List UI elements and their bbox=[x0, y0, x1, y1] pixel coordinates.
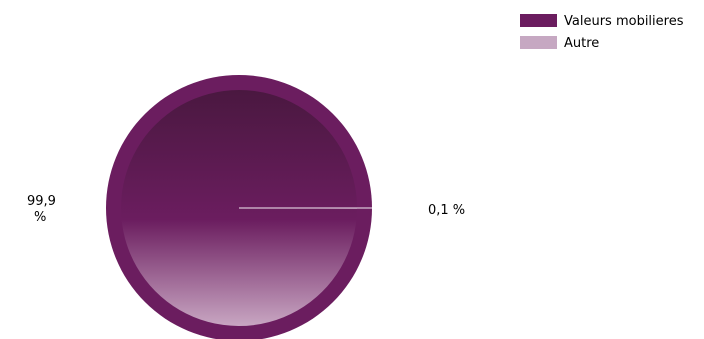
legend-label-autre: Autre bbox=[564, 36, 599, 51]
pie-slices bbox=[120, 89, 372, 326]
legend-swatch-autre bbox=[520, 36, 557, 49]
pie-value-labels: 99,9 % 0,1 % bbox=[27, 194, 465, 225]
slice-label-valeurs-mobilieres-unit: % bbox=[34, 210, 46, 225]
slice-label-valeurs-mobilieres: 99,9 bbox=[27, 194, 56, 209]
legend-swatch-valeurs-mobilieres bbox=[520, 14, 557, 27]
slice-label-autre: 0,1 % bbox=[428, 203, 465, 218]
legend-label-valeurs-mobilieres: Valeurs mobilieres bbox=[564, 14, 684, 29]
legend: Valeurs mobilieres Autre bbox=[520, 14, 684, 51]
